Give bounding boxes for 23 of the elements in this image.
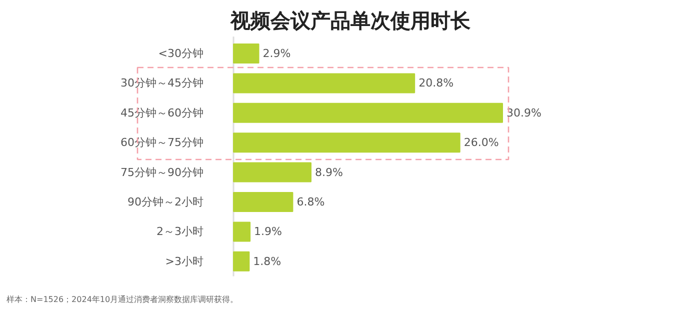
- data-label: 8.9%: [314, 166, 343, 179]
- data-label: 1.8%: [253, 254, 282, 268]
- y-tick-label: 90分钟～2小时: [128, 196, 204, 208]
- bar: [233, 44, 260, 64]
- bar: [233, 132, 460, 153]
- data-label: 30.9%: [506, 106, 542, 120]
- y-tick-label: <30分钟: [158, 47, 204, 60]
- text: 样本：N=1526；2024年10月通过消费者洞察数据库调研获得。: [6, 295, 238, 304]
- data-label: 6.8%: [296, 196, 325, 208]
- data-label: 20.8%: [418, 76, 454, 90]
- data-label: 1.9%: [254, 225, 282, 238]
- y-tick-label: 75分钟～90分钟: [120, 166, 204, 179]
- y-tick-label: 2～3小时: [156, 225, 204, 238]
- bar: [233, 73, 416, 94]
- data-label: 2.9%: [262, 47, 291, 60]
- bar: [233, 102, 503, 123]
- data-label: 26.0%: [464, 136, 499, 150]
- bar: [233, 162, 312, 182]
- bar: [233, 192, 294, 212]
- bar: [233, 251, 250, 272]
- bar: [233, 222, 251, 242]
- chart-title: 视频会议产品单次使用时长: [230, 8, 472, 32]
- y-tick-label: >3小时: [165, 254, 204, 268]
